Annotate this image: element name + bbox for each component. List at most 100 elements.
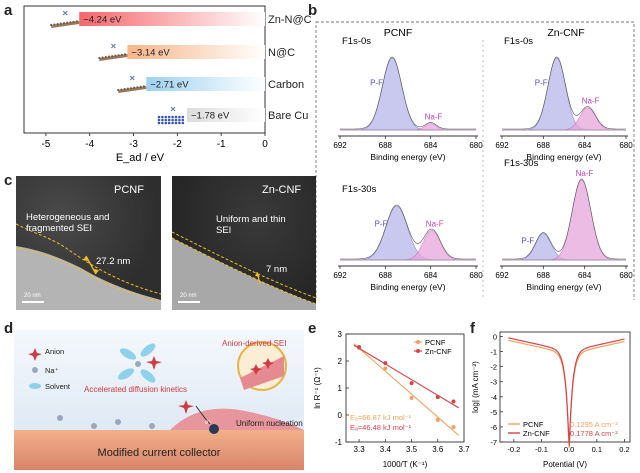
b-xtick: 692 [495,271,509,280]
tem-zncnf-title: Zn-CNF [262,184,302,196]
b-xtick: 680 [619,271,633,280]
bar-value-0: −4.24 eV [83,15,122,26]
bar-category-3: Bare Cu [268,110,308,122]
panel-b-group-zncnf: Zn-CNF [547,27,584,39]
e-point-1-3 [435,395,440,400]
pf-label-0: P-F [370,78,383,87]
b-xtick: 692 [333,271,347,280]
panel-a-chart: −4.24 eV Zn-N@C −3.14 eV N@C −2.71 eV Carbon −… [23,5,312,164]
envelope-0 [340,56,476,130]
e-xtick: 3.6 [432,445,444,454]
pf-peak-2 [340,205,476,261]
f-xtick: -0.1 [535,445,548,454]
pf-peak-1 [502,57,626,131]
panel-b-label: b [308,2,318,19]
sei-label: Anion-derived SEI [222,339,286,348]
kinetics-label: Accelerated diffusion kinetics [84,385,187,394]
tem-image-zncnf: Zn-CNF Uniform and thin SEI 7 nm 20 nm [172,176,316,310]
b-xtick: 684 [578,271,592,280]
panel-c-label: c [4,172,13,189]
solvent-icon [29,383,41,389]
pf-label-2: P-F [375,220,388,229]
panel-d-schematic: Anion Na⁺ Solvent Anion-derived SEI Acce… [14,330,304,470]
solvation-cluster-icon [117,343,162,383]
f-xtick: 0.0 [564,445,574,454]
b-xtick: 680 [469,271,483,280]
bar-category-1: N@C [268,47,295,59]
f-ytick: -2 [490,363,497,372]
b-xtick: 684 [578,141,592,150]
tem-zncnf-scalebar [178,301,200,303]
pf-label-3: P-F [521,237,534,246]
envelope-3 [502,178,626,260]
naf-label-1: Na-F [582,97,600,106]
e-xtick: 3.4 [380,445,392,454]
f-i0-zncnf: 0.1778 A cm⁻² [570,429,618,438]
f-xlabel: Potential (V) [543,460,587,469]
naf-label-0: Na-F [425,113,443,122]
bar-value-3: −1.78 eV [191,111,230,122]
bar-value-1: −3.14 eV [131,48,170,59]
f-ytick: -6 [490,423,497,432]
envelope-2 [340,204,476,260]
e-xlabel: 1000/T (K⁻¹) [383,460,428,469]
a-xtick: -1 [217,139,226,150]
na-ion-icon [32,367,38,373]
pf-label-1: P-F [535,78,548,87]
b-xtick: 688 [537,271,551,280]
bar-category-2: Carbon [268,79,304,91]
e-ytick: 2 [338,357,343,366]
a-xtick: -2 [173,139,182,150]
anion-star-icon [28,348,42,361]
b-xtick: 684 [424,271,438,280]
b-xtick: 692 [333,141,347,150]
e-point-1-0 [357,344,362,349]
tem-zncnf-thickness: 7 nm [266,264,288,275]
pf-peak-0 [340,57,476,131]
bar-0 [79,12,265,26]
e-ytick: 1 [338,384,343,393]
panel-d-label: d [4,320,14,337]
legend-solvent: Solvent [45,382,71,391]
b-xtick: 684 [424,141,438,150]
e-xtick: 3.3 [354,445,366,454]
bar-3 [187,108,265,122]
e-ytick: -1 [335,438,343,447]
e-legend-pcnf: PCNF [425,338,446,347]
f-ytick: -3 [490,378,497,387]
a-xtick: -4 [85,139,94,150]
tem-zncnf-note: Uniform and thin SEI [216,214,286,236]
bar-2 [146,77,265,91]
b-xlabel-0: Binding energy (eV) [370,152,445,162]
f-ytick: 0 [493,333,497,342]
naf-label-3: Na-F [576,169,594,178]
naf-label-2: Na-F [426,219,444,228]
tem-pcnf-note: Heterogeneous and fragmented SEI [26,212,110,234]
e-point-1-2 [409,381,414,386]
envelope-1 [502,56,626,130]
e-xtick: 3.7 [458,445,470,454]
electron-icon [209,424,219,434]
f-xtick: -0.2 [507,445,520,454]
b-xlabel-2: Binding energy (eV) [370,282,445,292]
a-xtick: 0 [262,139,268,150]
f-i0-pcnf: 0.1295 A cm⁻² [570,420,618,429]
b-spectrum-label-2: F1s-30s [342,184,377,195]
tem-pcnf-title: PCNF [114,184,144,196]
e-point-0-2 [409,395,414,400]
b-xlabel-1: Binding energy (eV) [526,152,601,162]
panel-e-label: e [308,320,317,337]
panel-f-label: f [470,320,475,337]
anion-star-2-icon [178,400,194,414]
f-ytick: -7 [490,438,497,447]
b-xlabel-3: Binding energy (eV) [526,282,601,292]
f-xtick: 0.2 [619,445,629,454]
b-xtick: 680 [619,141,633,150]
tem-zncnf-scale: 20 nm [180,293,197,299]
e-point-1-4 [451,399,456,404]
panel-a-frame [23,5,266,134]
panel-b-group-pcnf: PCNF [384,27,413,39]
f-legend-zncnf: Zn-CNF [523,429,550,438]
b-spectrum-label-3: F1s-30s [504,158,539,169]
b-spectrum-label-0: F1s-0s [342,36,371,47]
